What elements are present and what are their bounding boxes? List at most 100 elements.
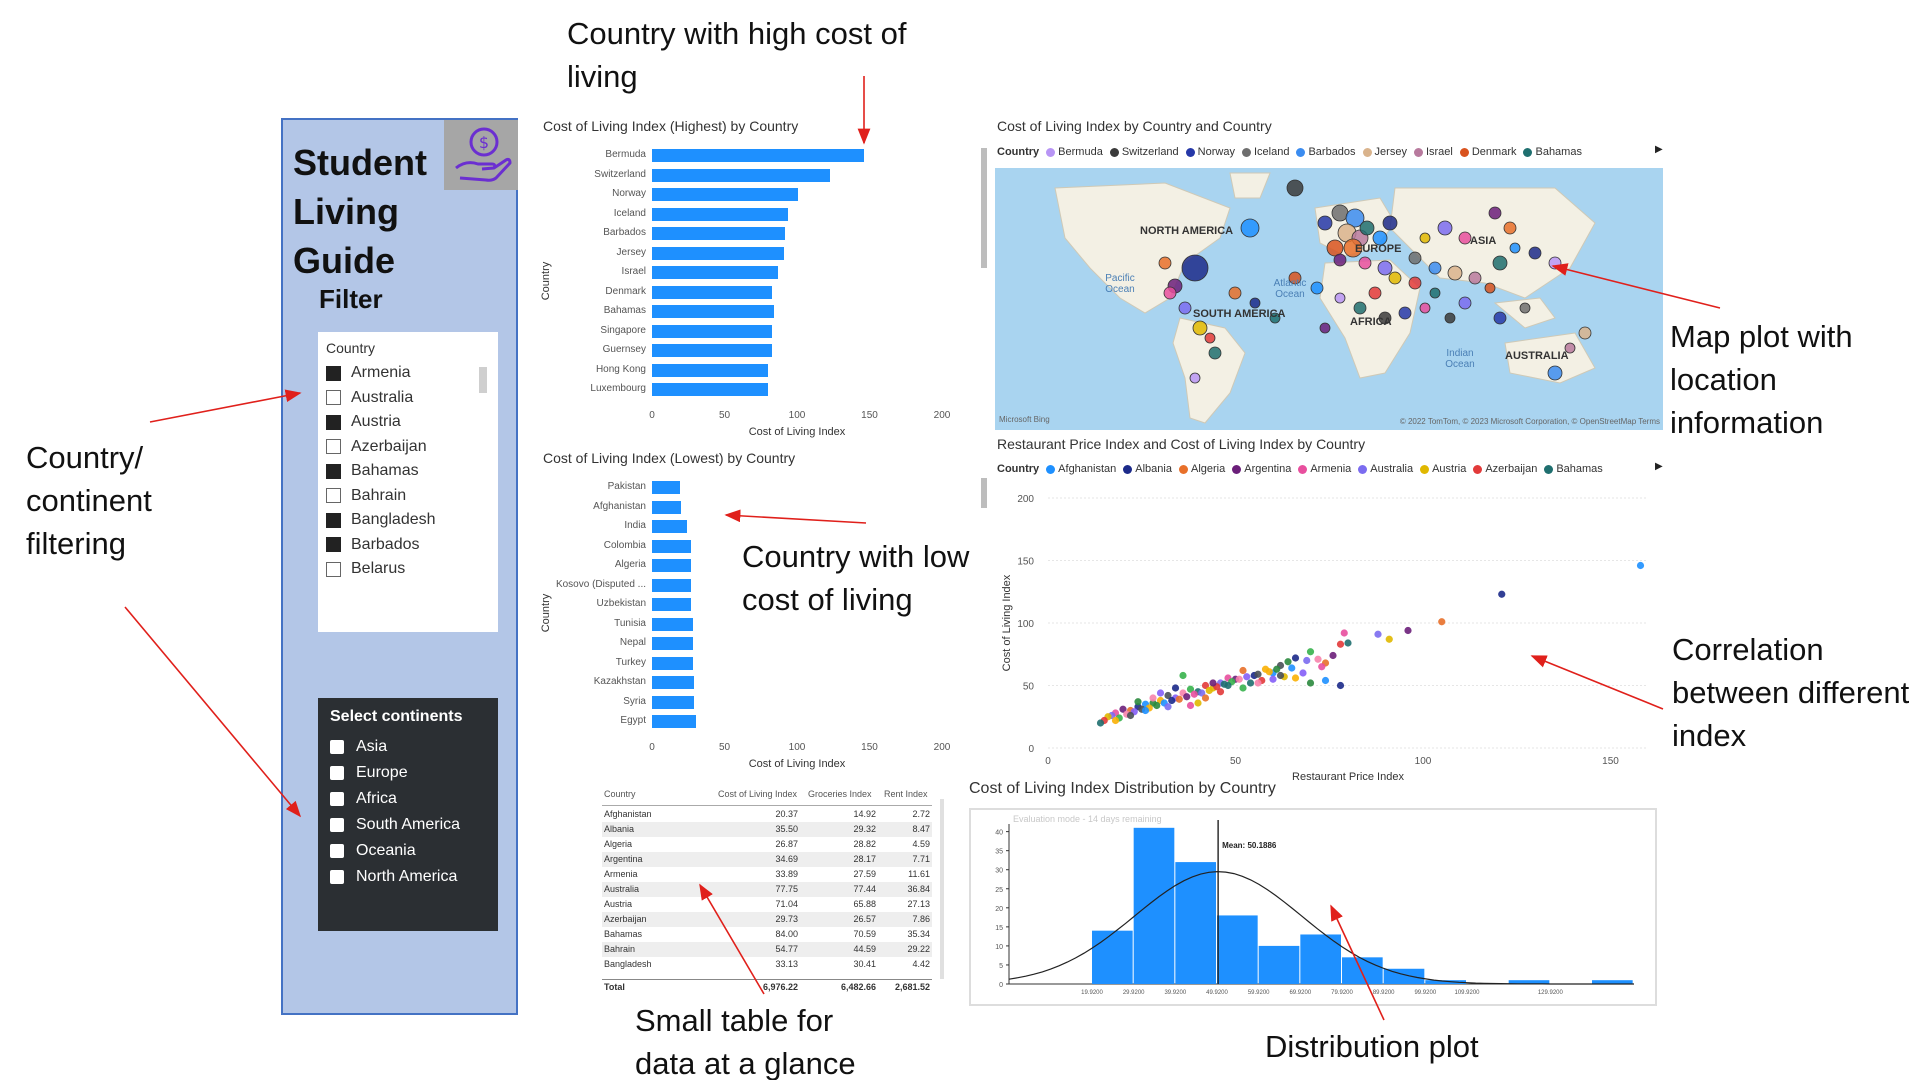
map-bubble[interactable] bbox=[1458, 231, 1472, 245]
country-checkbox[interactable] bbox=[326, 488, 341, 503]
scatter-point[interactable] bbox=[1224, 681, 1232, 690]
map-bubble[interactable] bbox=[1547, 365, 1563, 381]
scatter-point[interactable] bbox=[1269, 675, 1277, 683]
map-bubble[interactable] bbox=[1358, 256, 1372, 270]
map-legend-item[interactable]: Bahamas bbox=[1535, 146, 1582, 158]
bar[interactable] bbox=[652, 578, 692, 592]
scatter-legend-item[interactable]: Austria bbox=[1432, 463, 1467, 475]
map-bubble[interactable] bbox=[1240, 218, 1260, 238]
map-bubble[interactable] bbox=[1158, 256, 1172, 270]
country-option[interactable]: Barbados bbox=[326, 534, 420, 556]
map-legend-item[interactable]: Jersey bbox=[1374, 146, 1407, 158]
map-bubble[interactable] bbox=[1428, 261, 1442, 275]
map-bubble[interactable] bbox=[1353, 301, 1367, 315]
bar[interactable] bbox=[652, 676, 695, 689]
scatter-point[interactable] bbox=[1205, 686, 1213, 695]
map-legend-item[interactable]: Switzerland bbox=[1121, 146, 1179, 158]
map-bubble[interactable] bbox=[1286, 179, 1304, 197]
country-checkbox[interactable] bbox=[326, 414, 341, 430]
scatter-point[interactable] bbox=[1235, 675, 1243, 683]
map-bubble[interactable] bbox=[1228, 286, 1242, 300]
scatter-point[interactable] bbox=[1336, 681, 1345, 690]
map-bubble[interactable] bbox=[1564, 342, 1576, 354]
map-bubble[interactable] bbox=[1178, 301, 1192, 315]
scatter-legend-item[interactable]: Bahamas bbox=[1556, 463, 1603, 475]
map-bubble[interactable] bbox=[1163, 286, 1177, 300]
country-option[interactable]: Belarus bbox=[326, 558, 405, 580]
histogram-bar[interactable] bbox=[1425, 980, 1466, 984]
map-bubble[interactable] bbox=[1189, 372, 1201, 384]
scatter-point[interactable] bbox=[1438, 618, 1446, 626]
country-checkbox[interactable] bbox=[326, 512, 341, 528]
map-bubble[interactable] bbox=[1326, 239, 1344, 257]
continent-option[interactable]: Oceania bbox=[330, 840, 416, 862]
map-bubble[interactable] bbox=[1528, 246, 1542, 260]
continent-checkbox[interactable] bbox=[330, 818, 344, 832]
map-bubble[interactable] bbox=[1458, 296, 1472, 310]
scatter-point[interactable] bbox=[1306, 679, 1315, 687]
scatter-point[interactable] bbox=[1175, 695, 1183, 703]
scatter-point[interactable] bbox=[1119, 705, 1127, 713]
scatter-point[interactable] bbox=[1190, 690, 1198, 698]
histogram-bar[interactable] bbox=[1217, 915, 1258, 984]
scatter-legend-item[interactable]: Algeria bbox=[1190, 463, 1226, 475]
scatter-point[interactable] bbox=[1239, 684, 1247, 692]
scatter-point[interactable] bbox=[1171, 684, 1180, 692]
map-bubble[interactable] bbox=[1419, 302, 1431, 314]
bar[interactable] bbox=[652, 383, 768, 396]
scatter-point[interactable] bbox=[1126, 711, 1135, 720]
scatter-point[interactable] bbox=[1198, 689, 1206, 697]
map-bubble[interactable] bbox=[1419, 232, 1431, 244]
continent-option[interactable]: Europe bbox=[330, 762, 408, 784]
map-bubble[interactable] bbox=[1437, 220, 1453, 236]
bar[interactable] bbox=[652, 539, 692, 553]
scatter-point[interactable] bbox=[1194, 699, 1202, 707]
country-option[interactable]: Bahamas bbox=[326, 460, 419, 482]
table-row[interactable]: Bahrain 54.77 44.59 29.22 bbox=[602, 942, 932, 957]
bar[interactable] bbox=[652, 285, 773, 299]
map-bubble[interactable] bbox=[1372, 230, 1388, 246]
scatter-point[interactable] bbox=[1141, 706, 1150, 715]
continent-option[interactable]: South America bbox=[330, 814, 460, 836]
bar[interactable] bbox=[652, 500, 681, 514]
continent-checkbox[interactable] bbox=[330, 844, 344, 858]
bar[interactable] bbox=[652, 324, 773, 338]
country-checkbox[interactable] bbox=[326, 365, 341, 381]
histogram-bar[interactable] bbox=[1133, 827, 1175, 984]
scatter-point[interactable] bbox=[1201, 694, 1210, 702]
map-bubble[interactable] bbox=[1204, 332, 1216, 344]
scatter-point[interactable] bbox=[1276, 671, 1285, 680]
map-bubble[interactable] bbox=[1192, 320, 1208, 336]
scatter-point[interactable] bbox=[1168, 696, 1176, 705]
scatter-point[interactable] bbox=[1291, 674, 1300, 682]
bar[interactable] bbox=[652, 481, 680, 494]
world-map[interactable]: NORTH AMERICA SOUTH AMERICA EUROPE AFRIC… bbox=[995, 168, 1663, 430]
bar[interactable] bbox=[652, 715, 696, 728]
table-row[interactable]: Afghanistan 20.37 14.92 2.72 bbox=[602, 807, 932, 822]
country-option[interactable]: Austria bbox=[326, 411, 401, 433]
scatter-point[interactable] bbox=[1336, 640, 1345, 648]
map-legend-item[interactable]: Iceland bbox=[1253, 146, 1290, 158]
continent-checkbox[interactable] bbox=[330, 766, 344, 780]
map-bubble[interactable] bbox=[1378, 311, 1392, 325]
table-header-cost[interactable]: Cost of Living Index bbox=[718, 789, 798, 799]
map-bubble[interactable] bbox=[1468, 271, 1482, 285]
map-legend-item[interactable]: Israel bbox=[1425, 146, 1453, 158]
scatter-point[interactable] bbox=[1179, 671, 1187, 680]
scatter-point[interactable] bbox=[1246, 679, 1255, 687]
bar[interactable] bbox=[652, 188, 799, 201]
map-bubble[interactable] bbox=[1519, 302, 1531, 314]
histogram-bar[interactable] bbox=[1092, 930, 1133, 984]
continent-option[interactable]: North America bbox=[330, 866, 457, 888]
scatter-point[interactable] bbox=[1265, 668, 1273, 676]
scatter-point[interactable] bbox=[1340, 629, 1348, 637]
bar[interactable] bbox=[652, 617, 693, 631]
scatter-legend-item[interactable]: Albania bbox=[1135, 463, 1172, 475]
country-option[interactable]: Australia bbox=[326, 387, 413, 409]
country-option[interactable]: Bangladesh bbox=[326, 509, 436, 531]
map-bubble[interactable] bbox=[1398, 306, 1412, 320]
scatter-point[interactable] bbox=[1299, 669, 1307, 677]
scatter-point[interactable] bbox=[1254, 670, 1262, 678]
scatter-point[interactable] bbox=[1291, 654, 1300, 662]
legend-next-arrow[interactable]: ▶ bbox=[1655, 144, 1663, 155]
